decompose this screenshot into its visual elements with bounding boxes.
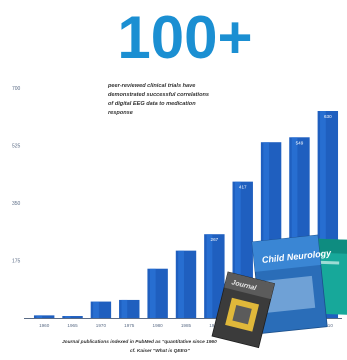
bar-highlight bbox=[263, 142, 270, 318]
x-tick-label: 1980 bbox=[153, 323, 164, 328]
caption-line: cf. Kaiser "What is QEEG" bbox=[130, 348, 190, 354]
y-tick-label: 175 bbox=[12, 259, 21, 265]
bar bbox=[33, 315, 55, 318]
bar-highlight bbox=[36, 315, 43, 318]
bar-highlight bbox=[234, 181, 241, 318]
bar-data-label: 549 bbox=[296, 140, 304, 145]
bar-highlight bbox=[64, 316, 71, 318]
x-tick-label: 1965 bbox=[67, 323, 78, 328]
caption: Journal publications indexed in PubMed a… bbox=[62, 339, 217, 354]
y-tick-label: 350 bbox=[12, 201, 21, 207]
book-covers: Child Neurology Journal bbox=[211, 234, 347, 349]
bar-data-label: 267 bbox=[211, 237, 219, 242]
bar bbox=[62, 316, 83, 318]
bar-data-label: 417 bbox=[239, 185, 247, 190]
x-tick-label: 1970 bbox=[96, 323, 107, 328]
y-tick-label: 525 bbox=[12, 144, 21, 150]
bar-data-labels: 267 417 549 630 bbox=[211, 114, 333, 242]
bar-highlight bbox=[178, 250, 184, 318]
blurb-line: demonstrated successful correlations bbox=[108, 92, 209, 98]
x-tick-label: 2010 bbox=[323, 323, 334, 328]
x-tick-label: 1975 bbox=[124, 323, 135, 328]
x-tick-label: 1960 bbox=[39, 323, 50, 328]
blurb-line: of digital EEG data to medication bbox=[108, 101, 196, 107]
bar-highlight bbox=[291, 137, 298, 318]
caption-line: Journal publications indexed in PubMed a… bbox=[62, 339, 217, 345]
book-cover-dark: Journal bbox=[211, 271, 276, 349]
bar-highlight bbox=[121, 299, 128, 318]
bar-highlight bbox=[149, 268, 156, 318]
headline: 100+ bbox=[117, 4, 252, 71]
bar-highlight bbox=[93, 301, 99, 318]
bar-highlight bbox=[206, 234, 213, 318]
blurb-line: response bbox=[108, 110, 133, 116]
y-tick-label: 700 bbox=[12, 86, 21, 92]
x-tick-label: 1985 bbox=[181, 323, 192, 328]
blurb-line: peer-reviewed clinical trials have bbox=[107, 83, 195, 89]
bar-highlight bbox=[320, 111, 326, 318]
bar-data-label: 630 bbox=[324, 114, 332, 119]
y-axis-ticks: 175 350 525 700 bbox=[12, 86, 21, 265]
book-cover-blue: Child Neurology bbox=[251, 234, 333, 334]
blurb: peer-reviewed clinical trials have demon… bbox=[107, 83, 209, 116]
